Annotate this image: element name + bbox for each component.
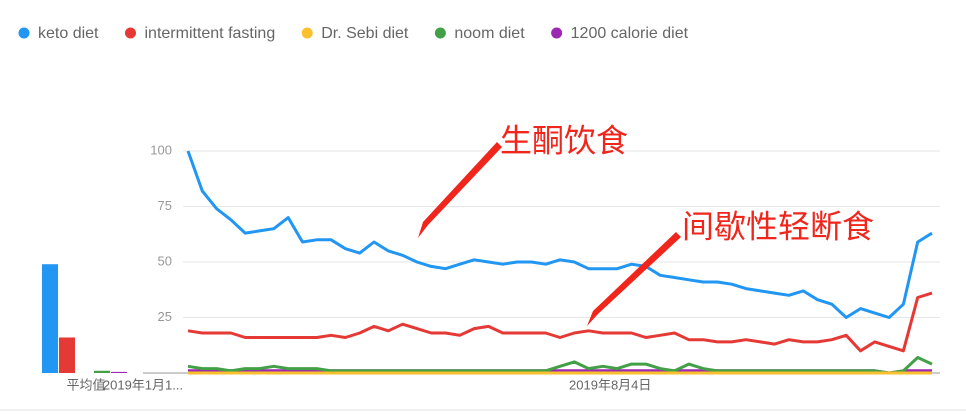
- arrow: [587, 232, 681, 326]
- legend-label: noom diet: [454, 25, 525, 42]
- x-tick-label: 2019年8月4日: [569, 377, 651, 392]
- average-bar: [111, 371, 127, 373]
- legend-marker: [301, 27, 313, 39]
- y-tick-label: 50: [158, 253, 172, 268]
- series-line: [187, 291, 933, 353]
- average-bar: [42, 264, 58, 373]
- average-bar: [94, 370, 110, 373]
- legend-marker: [124, 27, 136, 39]
- annotation: 生酮饮食: [500, 122, 628, 158]
- legend-label: 1200 calorie diet: [571, 25, 689, 42]
- average-label: 平均值: [66, 377, 105, 392]
- series-line: [186, 150, 933, 319]
- y-tick-label: 75: [158, 198, 172, 213]
- legend-marker: [551, 27, 563, 39]
- y-tick-label: 100: [150, 142, 172, 157]
- legend-label: keto diet: [38, 25, 99, 42]
- y-tick-label: 25: [158, 309, 172, 324]
- legend-label: intermittent fasting: [144, 25, 275, 42]
- x-tick-label: 2019年1月1...: [103, 377, 183, 392]
- annotation: 间歇性轻断食: [682, 208, 874, 244]
- average-bar: [59, 337, 75, 373]
- legend-label: Dr. Sebi diet: [321, 25, 409, 42]
- legend-marker: [434, 27, 446, 39]
- series-line: [187, 356, 933, 375]
- arrow: [418, 142, 502, 238]
- legend-marker: [18, 27, 30, 39]
